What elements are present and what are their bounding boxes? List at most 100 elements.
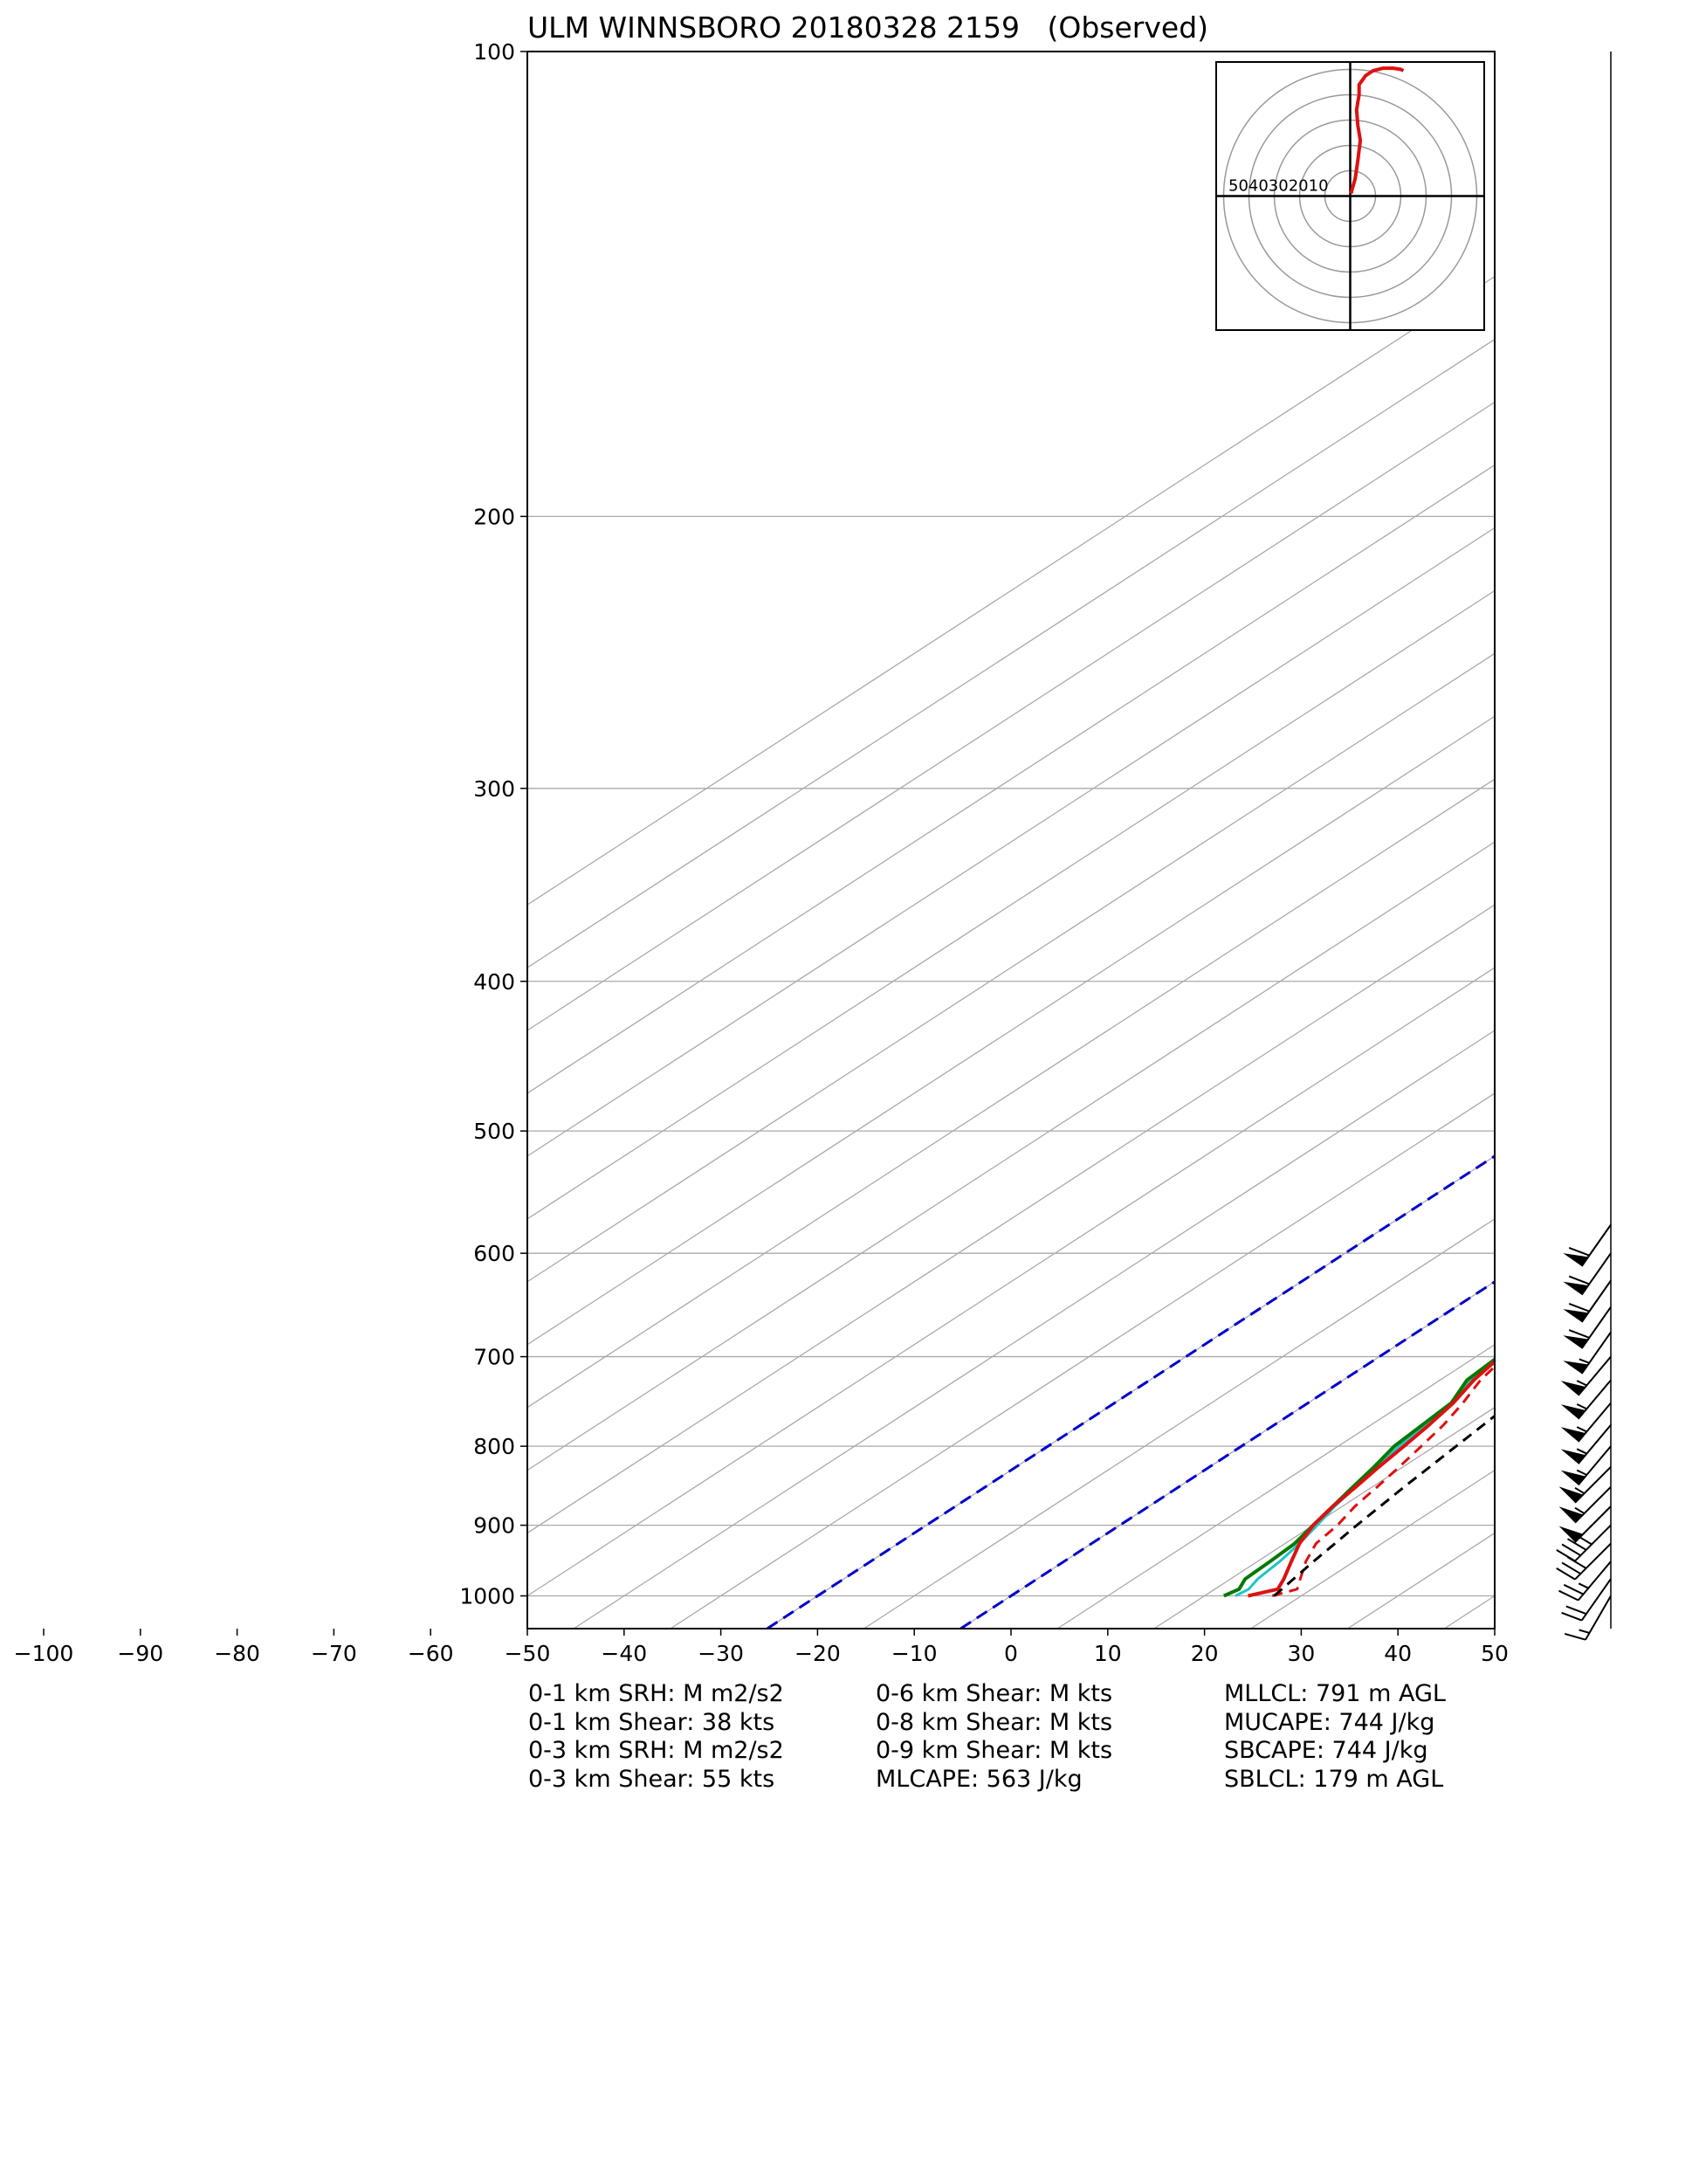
- barb-flag: [1563, 1335, 1589, 1349]
- wind-barb: [1563, 1306, 1612, 1349]
- isotherm: [670, 1092, 1495, 1629]
- barb-full: [1556, 1567, 1576, 1581]
- stat-line: 0-6 km Shear: M kts: [876, 1680, 1113, 1707]
- isotherm: [527, 338, 1495, 968]
- isotherm: [527, 464, 1495, 1094]
- reference-line: [960, 1279, 1495, 1629]
- temperature-tick-label: −40: [601, 1641, 647, 1666]
- dewpoint-trace: [1222, 1357, 1495, 1598]
- barb-full: [1568, 1329, 1590, 1339]
- barb-full: [1561, 1561, 1581, 1575]
- barb-full: [1565, 1605, 1587, 1616]
- temperature-trace: [1248, 1359, 1495, 1598]
- barb-full: [1561, 1611, 1583, 1622]
- wind-barb: [1561, 1578, 1612, 1622]
- stats-col-1: 0-1 km SRH: M m2/s2 0-1 km Shear: 38 kts…: [528, 1680, 784, 1794]
- temperature-tick-label: 40: [1384, 1641, 1412, 1666]
- stat-line: 0-9 km Shear: M kts: [876, 1737, 1113, 1765]
- barb-flag: [1563, 1281, 1589, 1295]
- barb-shaft: [1574, 1524, 1612, 1562]
- barb-half: [1576, 1469, 1587, 1476]
- stats-col-2: 0-6 km Shear: M kts 0-8 km Shear: M kts …: [876, 1680, 1112, 1794]
- stat-line: 0-3 km SRH: M m2/s2: [528, 1737, 784, 1765]
- temperature-tick-label: −80: [214, 1641, 260, 1666]
- barb-flag: [1558, 1486, 1584, 1503]
- isotherm: [1056, 1343, 1495, 1629]
- wind-barb: [1563, 1223, 1612, 1267]
- barb-full: [1563, 1583, 1584, 1595]
- temperature-tick-label: −50: [505, 1641, 551, 1666]
- temperature-tick-label: −100: [14, 1641, 74, 1666]
- reference-line: [766, 1154, 1495, 1629]
- isotherm: [527, 841, 1495, 1471]
- barb-full: [1556, 1549, 1576, 1562]
- temperature-tick-label: 10: [1094, 1641, 1122, 1666]
- barb-flag: [1558, 1506, 1584, 1523]
- wind-barb: [1563, 1279, 1612, 1323]
- isotherm: [573, 1030, 1495, 1629]
- barb-full: [1558, 1589, 1579, 1602]
- pressure-tick-label: 200: [473, 504, 515, 529]
- temperature-tick-label: 0: [1004, 1641, 1018, 1666]
- isotherm: [527, 967, 1495, 1597]
- wind-barb: [1560, 1445, 1612, 1486]
- pressure-tick-label: 500: [473, 1119, 515, 1144]
- barb-shaft: [1574, 1542, 1612, 1581]
- barb-shaft: [1577, 1560, 1612, 1602]
- stat-line: MLCAPE: 563 J/kg: [876, 1765, 1083, 1793]
- wind-barb: [1560, 1355, 1612, 1396]
- isotherm: [527, 589, 1495, 1220]
- pressure-tick-label: 300: [473, 776, 515, 802]
- pressure-tick-label: 400: [473, 969, 515, 995]
- barb-half: [1576, 1403, 1587, 1410]
- barb-half: [1574, 1486, 1586, 1495]
- isotherm: [527, 527, 1495, 1157]
- barb-shaft: [1585, 1595, 1612, 1641]
- barb-half: [1574, 1506, 1586, 1514]
- wind-barb: [1560, 1424, 1612, 1464]
- isotherm: [527, 778, 1495, 1409]
- stat-line: 0-3 km Shear: 55 kts: [528, 1765, 775, 1793]
- hodograph-trace: [1349, 66, 1405, 195]
- isotherm: [527, 652, 1495, 1283]
- hodograph-ring-labels: 5040302010: [1228, 177, 1329, 196]
- temperature-tick-label: −60: [408, 1641, 454, 1666]
- barb-full: [1568, 1275, 1590, 1285]
- pressure-tick-label: 600: [473, 1241, 515, 1266]
- pressure-tick-label: 800: [473, 1434, 515, 1459]
- isotherm: [527, 904, 1495, 1534]
- stat-line: 0-1 km SRH: M m2/s2: [528, 1680, 784, 1707]
- barb-half: [1576, 1448, 1587, 1455]
- chart-title: ULM WINNSBORO 20180328 2159 (Observed): [527, 10, 1209, 45]
- wind-barb: [1560, 1379, 1612, 1420]
- stat-line: SBLCL: 179 m AGL: [1224, 1765, 1444, 1793]
- wind-barb: [1564, 1595, 1612, 1641]
- wind-barbs: [1556, 52, 1612, 1641]
- stats-col-3: MLLCL: 791 m AGL MUCAPE: 744 J/kg SBCAPE…: [1224, 1680, 1446, 1794]
- barb-flag: [1563, 1361, 1589, 1374]
- sounding-traces: [766, 1154, 1495, 1629]
- stat-line: 0-1 km Shear: 38 kts: [528, 1708, 775, 1736]
- pressure-tick-label: 100: [473, 39, 515, 65]
- barb-flag: [1560, 1470, 1586, 1485]
- barb-flag: [1563, 1253, 1589, 1266]
- barb-flag: [1560, 1449, 1586, 1464]
- pressure-tick-label: 700: [473, 1345, 515, 1370]
- barb-full: [1568, 1302, 1590, 1312]
- temperature-tick-label: 20: [1191, 1641, 1219, 1666]
- barb-half: [1579, 1358, 1590, 1364]
- temperature-tick-label: −20: [794, 1641, 841, 1666]
- barb-full: [1568, 1246, 1590, 1257]
- stat-line: SBCAPE: 744 J/kg: [1224, 1737, 1428, 1765]
- wind-barb: [1558, 1505, 1612, 1543]
- isotherm: [863, 1218, 1495, 1629]
- barb-half: [1578, 1582, 1589, 1589]
- wind-barb: [1558, 1466, 1612, 1504]
- barb-full: [1564, 1632, 1586, 1641]
- wind-barb: [1563, 1332, 1612, 1374]
- stat-line: MLLCL: 791 m AGL: [1224, 1680, 1446, 1707]
- virtual-temperature-trace: [1271, 1364, 1495, 1597]
- barb-half: [1576, 1380, 1587, 1387]
- hodograph-inset: 5040302010: [1215, 61, 1485, 331]
